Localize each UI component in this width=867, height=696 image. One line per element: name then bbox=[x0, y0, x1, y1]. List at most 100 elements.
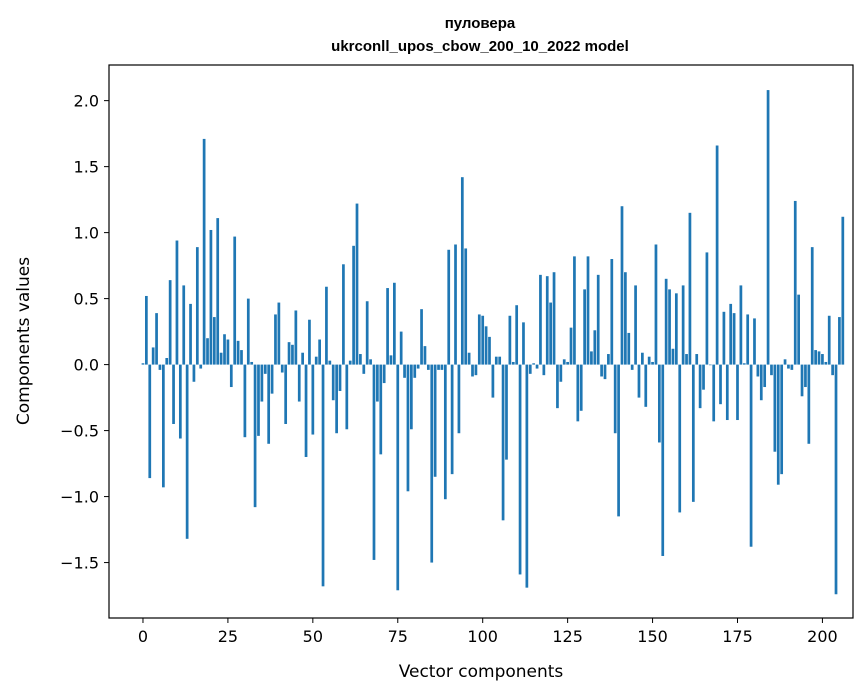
bar bbox=[443, 364, 447, 500]
y-tick-label: 1.5 bbox=[74, 158, 99, 177]
bar bbox=[630, 364, 634, 370]
bar bbox=[277, 302, 281, 365]
bar bbox=[525, 364, 529, 588]
bar bbox=[308, 319, 311, 365]
bar bbox=[800, 364, 804, 397]
bar bbox=[736, 364, 739, 421]
y-tick-label: −0.5 bbox=[60, 422, 99, 441]
bar bbox=[416, 364, 420, 369]
bar bbox=[773, 364, 777, 452]
bar bbox=[260, 364, 264, 402]
bar bbox=[263, 364, 267, 374]
bar bbox=[688, 212, 692, 365]
bar bbox=[562, 359, 566, 365]
bar bbox=[637, 364, 641, 398]
bar bbox=[593, 330, 597, 365]
bar bbox=[440, 364, 444, 370]
x-tick-label: 50 bbox=[303, 627, 323, 646]
bar bbox=[420, 309, 423, 365]
bar bbox=[674, 293, 678, 365]
bar bbox=[206, 338, 209, 365]
bar bbox=[515, 305, 519, 365]
bar bbox=[151, 347, 155, 365]
bar bbox=[528, 364, 532, 374]
bar bbox=[291, 344, 294, 365]
bar bbox=[297, 364, 301, 402]
bar bbox=[467, 352, 471, 365]
y-tick-label: 0.5 bbox=[74, 290, 99, 309]
bar bbox=[651, 361, 654, 365]
bar bbox=[335, 364, 338, 434]
bar bbox=[399, 331, 403, 365]
bar bbox=[155, 313, 158, 365]
bar bbox=[267, 364, 271, 444]
bar bbox=[821, 354, 824, 365]
bar bbox=[569, 327, 573, 365]
bar bbox=[522, 322, 525, 365]
bar bbox=[552, 272, 556, 365]
bar bbox=[165, 358, 169, 365]
bar bbox=[406, 364, 410, 492]
bar bbox=[447, 249, 451, 365]
bar bbox=[831, 364, 834, 376]
bar bbox=[250, 361, 254, 365]
bar bbox=[372, 364, 376, 560]
bar bbox=[620, 206, 624, 365]
bar bbox=[145, 295, 148, 365]
bar bbox=[579, 364, 583, 411]
bar bbox=[634, 285, 637, 365]
bar bbox=[359, 354, 362, 365]
bar bbox=[658, 364, 661, 443]
bar bbox=[627, 332, 631, 365]
bar bbox=[162, 364, 165, 488]
bar bbox=[827, 315, 831, 365]
bar bbox=[437, 364, 440, 370]
bar bbox=[192, 364, 196, 382]
bar bbox=[685, 354, 688, 365]
y-tick-label: 0.0 bbox=[74, 356, 99, 375]
bar bbox=[178, 364, 182, 439]
bar bbox=[566, 361, 569, 365]
x-tick-label: 25 bbox=[218, 627, 238, 646]
bar bbox=[549, 302, 552, 365]
bar bbox=[681, 285, 685, 365]
bar bbox=[328, 360, 332, 365]
bar bbox=[725, 364, 729, 421]
bar bbox=[362, 364, 366, 374]
chart-title-line1: пуловера bbox=[445, 15, 516, 32]
bar bbox=[600, 364, 603, 377]
bar bbox=[804, 364, 807, 388]
bar bbox=[430, 364, 434, 563]
bar bbox=[202, 138, 206, 365]
bar bbox=[729, 303, 733, 365]
bar bbox=[695, 354, 699, 365]
bar bbox=[838, 317, 841, 365]
bar bbox=[766, 90, 770, 365]
bar bbox=[505, 364, 508, 460]
bar bbox=[732, 313, 736, 365]
bar bbox=[691, 364, 695, 502]
bar bbox=[770, 364, 773, 376]
y-tick-label: −1.5 bbox=[60, 554, 99, 573]
bar bbox=[668, 289, 671, 365]
bar bbox=[647, 356, 651, 365]
bar bbox=[243, 364, 247, 438]
bar bbox=[705, 252, 709, 365]
bar bbox=[753, 318, 756, 365]
bar bbox=[644, 364, 648, 407]
bar bbox=[257, 364, 260, 436]
bar bbox=[807, 364, 811, 444]
bar bbox=[175, 240, 179, 365]
y-axis-ticks: −1.5 −1.0 −0.5 0.0 0.5 1.0 1.5 2.0 bbox=[60, 92, 109, 573]
bar bbox=[226, 339, 230, 365]
bar bbox=[610, 259, 614, 365]
bar bbox=[814, 350, 817, 365]
x-tick-label: 100 bbox=[467, 627, 498, 646]
bar bbox=[233, 236, 237, 365]
bar bbox=[304, 364, 308, 457]
bar bbox=[787, 364, 790, 369]
bar bbox=[182, 285, 186, 365]
bar bbox=[797, 294, 800, 365]
bar bbox=[573, 256, 576, 365]
y-tick-label: 1.0 bbox=[74, 224, 99, 243]
